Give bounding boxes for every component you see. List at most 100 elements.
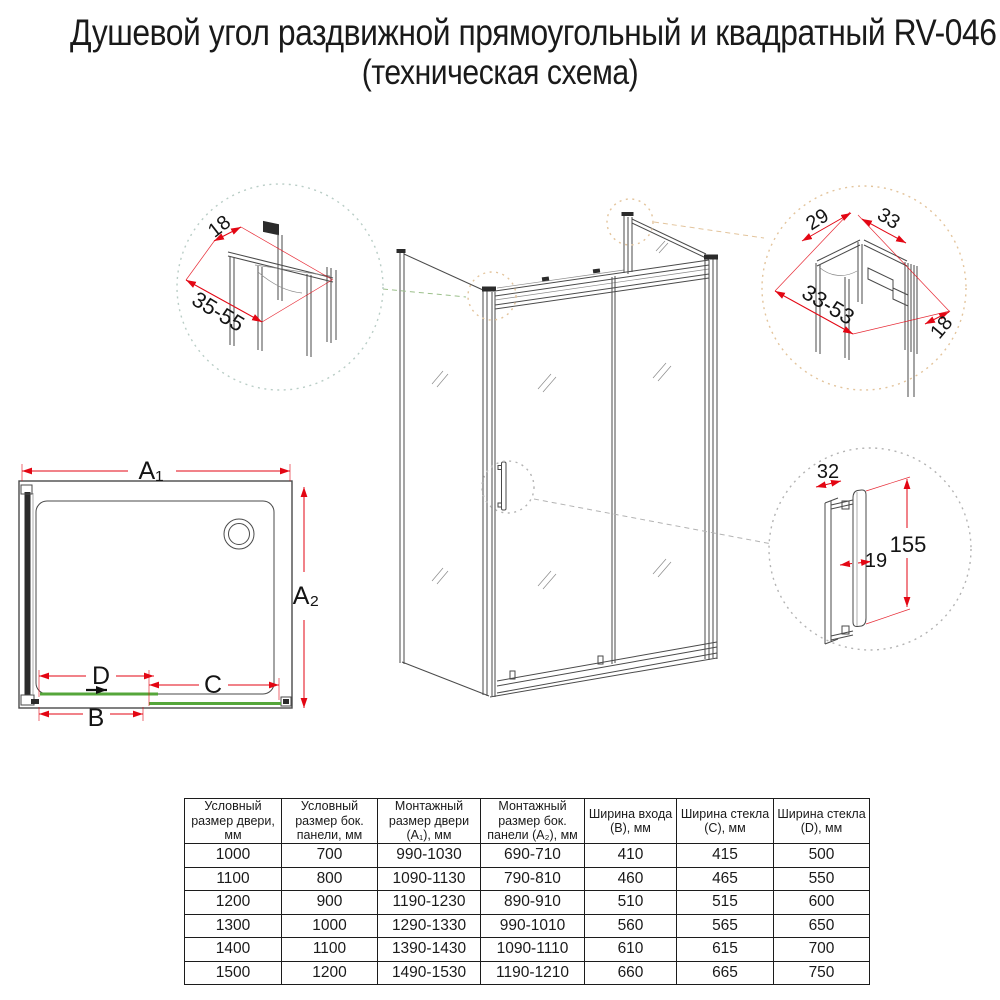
dim-29: 29: [802, 205, 833, 235]
table-cell: 1490-1530: [377, 960, 481, 985]
dim-35-55: 35-55: [188, 286, 249, 336]
table-cell: 890-910: [480, 890, 585, 915]
table-cell: 1100: [184, 866, 282, 891]
sliding-door-glass: [537, 276, 672, 664]
table-cell: 565: [676, 913, 774, 938]
table-cell: 700: [281, 843, 378, 868]
tray-outline: [18, 480, 293, 709]
label-d: D: [92, 662, 110, 690]
table-cell: 1300: [184, 913, 282, 938]
right-side-panel: [621, 212, 707, 274]
leader-to-left-detail: [382, 288, 467, 298]
label-b: B: [88, 704, 105, 732]
side-glass-plan: [24, 492, 31, 695]
table-cell: 900: [281, 890, 378, 915]
table-cell: 1190-1210: [480, 960, 585, 985]
door-glass-c-plan: [149, 702, 281, 705]
front-left-profile: [482, 286, 496, 697]
dim-19: 19: [865, 550, 887, 572]
door-glass-d-plan: [40, 692, 158, 696]
header-panel-nominal: Условный размер бок. панели, мм: [281, 798, 378, 844]
handle-sketch: [824, 489, 867, 645]
table-cell: 1500: [184, 960, 282, 985]
label-a2: A₂: [293, 582, 319, 610]
page-title: Душевой угол раздвижной прямоугольный и …: [0, 12, 1000, 93]
tray-inner: [35, 500, 275, 695]
table-cell: 1390-1430: [377, 937, 481, 962]
technical-drawing: 18 35-55: [18, 183, 972, 732]
dim-32: 32: [817, 461, 839, 483]
dim-a1: A₁: [21, 457, 291, 485]
highlight-top-left-joint: [467, 271, 517, 321]
table-cell: 1200: [281, 960, 378, 985]
title-line-2: (техническая схема): [361, 53, 639, 93]
table-cell: 660: [584, 960, 677, 985]
table-row: 1400 1100 1390-1430 1090-1110 610 615 700: [184, 937, 870, 962]
header-door-nominal: Условный размер двери, мм: [184, 798, 282, 844]
table-cell: 510: [584, 890, 677, 915]
table-cell: 690-710: [480, 843, 585, 868]
label-a1: A₁: [138, 457, 163, 485]
dim-33-53: 33-53: [798, 279, 859, 329]
dim-d: D: [38, 662, 154, 706]
table-row: 1100 800 1090-1130 790-810 460 465 550: [184, 866, 870, 891]
label-c: C: [204, 671, 222, 699]
drain-inner: [228, 523, 250, 545]
dimensions: 29 33 33-53 18: [774, 204, 957, 343]
dim-b: B: [38, 704, 144, 732]
table-cell: 990-1030: [377, 843, 481, 868]
table-cell: 410: [584, 843, 677, 868]
bottom-rail: [489, 641, 718, 698]
header-glass-d: Ширина стекла (D), мм: [773, 798, 870, 844]
table-row: 1000 700 990-1030 690-710 410 415 500: [184, 843, 870, 868]
highlight-handle: [481, 460, 535, 514]
drain-outer: [223, 518, 255, 550]
door-handle: [497, 461, 507, 511]
table-cell: 500: [773, 843, 870, 868]
table-cell: 650: [773, 913, 870, 938]
table-cell: 600: [773, 890, 870, 915]
detail-circle-top-left: 18 35-55: [176, 183, 384, 391]
table-cell: 1100: [281, 937, 378, 962]
table-cell: 1290-1330: [377, 913, 481, 938]
leader-to-handle-detail: [533, 498, 773, 545]
dim-c: C: [149, 671, 280, 700]
front-right-profile: [704, 254, 718, 660]
dim-a2: A₂: [293, 487, 319, 708]
table-cell: 615: [676, 937, 774, 962]
dimensions: 32 155 19: [815, 461, 927, 625]
table-cell: 1090-1130: [377, 866, 481, 891]
header-glass-c: Ширина стекла (С), мм: [676, 798, 774, 844]
table-cell: 1000: [184, 843, 282, 868]
profile-sketch: [227, 220, 337, 357]
table-cell: 800: [281, 866, 378, 891]
left-side-panel: [396, 249, 490, 697]
table-cell: 1000: [281, 913, 378, 938]
table-cell: 550: [773, 866, 870, 891]
table-cell: 1400: [184, 937, 282, 962]
table-cell: 790-810: [480, 866, 585, 891]
title-line-1: Душевой угол раздвижной прямоугольный и …: [70, 12, 997, 53]
dim-33: 33: [873, 204, 904, 234]
table-cell: 465: [676, 866, 774, 891]
table-cell: 700: [773, 937, 870, 962]
table-row: 1200 900 1190-1230 890-910 510 515 600: [184, 890, 870, 915]
top-rail: [494, 259, 710, 310]
table-cell: 665: [676, 960, 774, 985]
main-isometric-view: [382, 198, 773, 698]
table-header-row: Условный размер двери, мм Условный разме…: [184, 798, 870, 844]
header-panel-mounting: Монтажный размер бок. панели (А₂), мм: [480, 798, 585, 844]
highlight-back-post-joint: [606, 198, 654, 246]
table-body: 1000 700 990-1030 690-710 410 415 500 1100 800 10…: [184, 843, 870, 985]
dim-155: 155: [890, 532, 927, 557]
header-door-mounting: Монтажный размер двери (А₁), мм: [377, 798, 481, 844]
table-cell: 560: [584, 913, 677, 938]
size-table: Условный размер двери, мм Условный разме…: [184, 798, 870, 985]
table-cell: 750: [773, 960, 870, 985]
leader-to-right-detail: [653, 221, 765, 239]
table-cell: 515: [676, 890, 774, 915]
table-cell: 990-1010: [480, 913, 585, 938]
detail-circle-handle: 32 155 19: [768, 447, 972, 651]
table-cell: 1090-1110: [480, 937, 585, 962]
table-cell: 460: [584, 866, 677, 891]
